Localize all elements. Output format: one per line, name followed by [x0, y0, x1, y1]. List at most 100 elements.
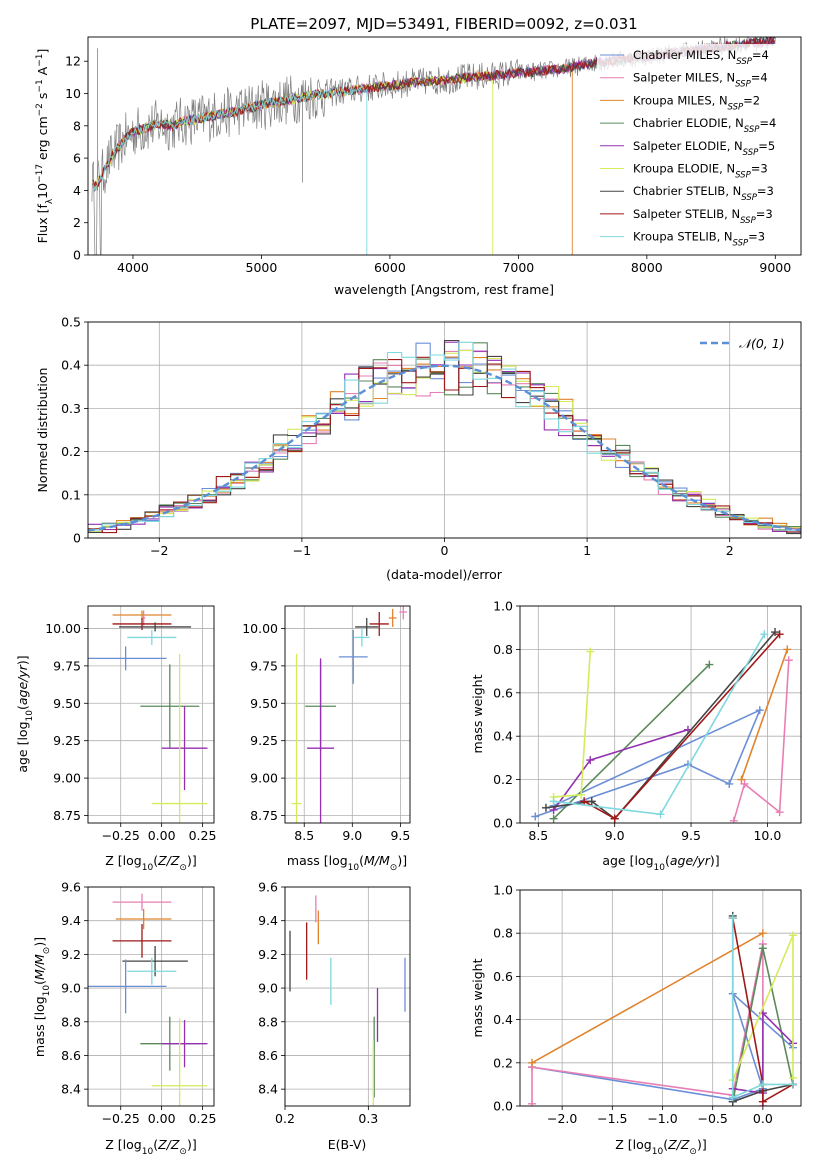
plus-marker: [788, 931, 797, 940]
errorbar: [354, 628, 370, 647]
y-tick-label: 8: [73, 118, 81, 133]
plot-area: [88, 610, 208, 823]
x-tick-label: 9000: [759, 260, 791, 275]
plus-marker: [541, 803, 550, 812]
legend-label: Salpeter ELODIE, NSSP=5: [633, 139, 775, 158]
x-tick-label: 8.5: [528, 828, 548, 843]
x-tick-label: −1.0: [647, 1111, 677, 1126]
x-tick-label: 6000: [374, 260, 406, 275]
y-tick-label: 10.00: [242, 621, 278, 636]
errorbar: [151, 653, 208, 823]
weight-series: [731, 918, 793, 1099]
plus-marker: [531, 812, 540, 821]
plot-area: [528, 911, 797, 1106]
y-tick-label: 9.0: [258, 981, 278, 996]
plus-marker: [725, 779, 734, 788]
mass-weight-vs-metallicity-panel: −2.0 −1.5 −1.0 −0.5 0.0 0.0 0.2 0.4 0.6 0.8 1.0 Z […: [470, 883, 802, 1157]
legend-label: Salpeter MILES, NSSP=4: [633, 71, 768, 90]
axes-frame: [519, 889, 802, 1107]
x-tick-label: 0.2: [275, 1111, 295, 1126]
errorbar: [338, 629, 368, 684]
plot-area: [88, 339, 801, 535]
x-tick-label: 0.00: [148, 1111, 176, 1126]
errorbar: [291, 653, 302, 823]
x-tick-label: 0.3: [358, 1111, 378, 1126]
model-spectrum: [92, 84, 368, 255]
legend-label: Salpeter STELIB, NSSP=3: [633, 207, 773, 226]
y-axis-label: Normed distribution: [35, 368, 50, 493]
x-axis-label: mass [log10(M/M⊙)]: [287, 853, 407, 873]
y-tick-label: 0.8: [493, 642, 513, 657]
y-tick-label: 8.75: [53, 808, 81, 823]
plus-marker: [740, 779, 749, 788]
x-tick-label: 9.0: [342, 828, 362, 843]
plus-marker: [737, 775, 746, 784]
y-tick-label: 0.6: [493, 685, 513, 700]
y-tick-label: 9.50: [53, 696, 81, 711]
y-tick-label: 6: [73, 151, 81, 166]
x-tick-label: 0.00: [148, 828, 176, 843]
plot-area: [291, 606, 408, 823]
y-tick-label: 0.3: [61, 401, 81, 416]
x-tick-label: 10.0: [753, 828, 781, 843]
y-tick-label: 0.5: [61, 315, 81, 330]
weight-series: [531, 932, 764, 1064]
x-tick-label: −1: [293, 543, 311, 558]
y-tick-label: 1.0: [493, 883, 513, 898]
y-tick-label: 0: [73, 248, 81, 263]
age-vs-mass-panel: 8.5 9.0 9.5 8.75 9.00 9.25 9.50 9.75 10.00 mass […: [242, 605, 411, 873]
x-axis-label: Z [log10(Z/Z⊙)]: [105, 1137, 196, 1157]
errorbar: [112, 924, 172, 958]
y-tick-label: 1.0: [493, 599, 513, 614]
legend-label: Kroupa MILES, NSSP=2: [633, 93, 760, 112]
y-tick-label: 8.75: [250, 808, 278, 823]
x-axis-label: (data-model)/error: [386, 567, 503, 582]
x-tick-label: 0.25: [189, 1111, 217, 1126]
normal-reference-curve: [88, 364, 801, 532]
plus-marker: [705, 660, 714, 669]
y-tick-label: 0.2: [493, 1055, 513, 1070]
x-tick-label: 0.0: [753, 1111, 773, 1126]
legend-label: Kroupa ELODIE, NSSP=3: [633, 162, 768, 181]
y-tick-label: 12: [65, 54, 81, 69]
y-tick-label: 9.0: [61, 981, 81, 996]
y-tick-label: 0.8: [493, 926, 513, 941]
y-tick-label: 8.4: [258, 1082, 278, 1097]
plot-area: [88, 893, 208, 1106]
axes-frame: [87, 36, 802, 256]
mass-vs-metallicity-panel: −0.25 0.00 0.25 8.4 8.6 8.8 9.0 9.2 9.4 9.6 Z [log…: [32, 880, 216, 1158]
legend-box: [597, 44, 797, 250]
legend-label: Chabrier STELIB, NSSP=3: [633, 184, 774, 203]
y-tick-label: 0.2: [61, 444, 81, 459]
plus-marker: [758, 929, 767, 938]
weight-series: [531, 943, 764, 1106]
y-tick-label: 9.2: [61, 947, 81, 962]
plus-marker: [775, 808, 784, 817]
errorbar: [88, 959, 167, 1014]
plus-marker: [528, 1099, 537, 1106]
weight-series: [740, 649, 789, 780]
mass-weight-vs-age-panel: 8.5 9.0 9.5 10.0 0.0 0.2 0.4 0.6 0.8 1.0 age [log1…: [470, 599, 802, 873]
x-tick-label: −1.5: [597, 1111, 627, 1126]
legend-label: 𝒩(0, 1): [739, 336, 785, 351]
y-tick-label: 0: [73, 531, 81, 546]
errorbar: [140, 664, 200, 749]
axes-frame: [284, 605, 411, 824]
y-tick-label: 9.2: [258, 947, 278, 962]
weight-series: [545, 631, 776, 820]
plus-marker: [586, 647, 595, 656]
y-tick-label: 0.2: [493, 772, 513, 787]
errorbar: [161, 1020, 208, 1068]
errorbar: [127, 629, 177, 645]
y-tick-label: 9.4: [61, 913, 81, 928]
y-axis-label: Flux [fλ10−17 erg cm−2 s−1 A−1]: [35, 49, 55, 244]
y-tick-label: 0.6: [493, 969, 513, 984]
y-tick-label: 0.0: [493, 816, 513, 831]
weight-series: [731, 917, 794, 1104]
plus-marker: [775, 630, 784, 639]
x-tick-label: −2.0: [547, 1111, 577, 1126]
y-tick-label: 9.25: [250, 733, 278, 748]
errorbar: [88, 646, 167, 671]
legend-label: Chabrier MILES, NSSP=4: [633, 48, 769, 67]
